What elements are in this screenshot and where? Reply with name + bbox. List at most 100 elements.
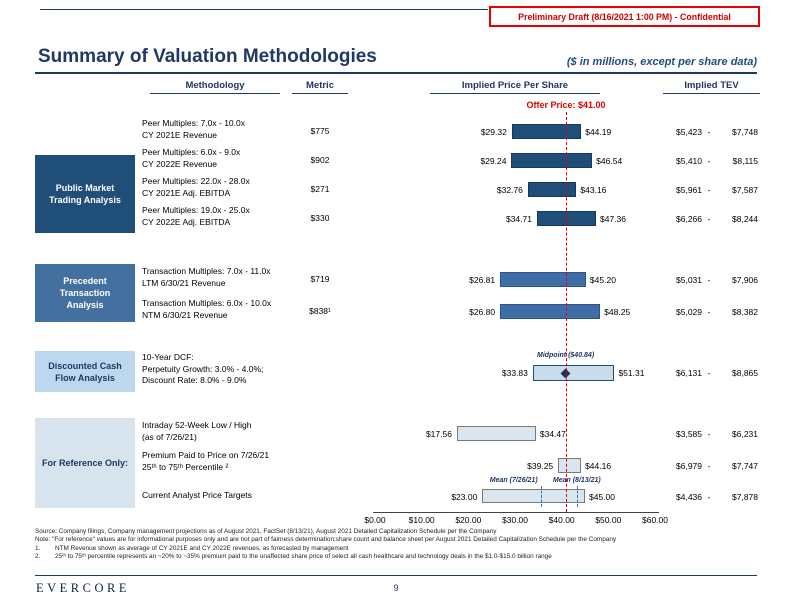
methodology-line: CY 2021E Revenue	[142, 129, 217, 140]
methodology-line: CY 2021E Adj. EBITDA	[142, 187, 231, 198]
tev-separator-5: -	[707, 307, 711, 317]
bar-low-label-8: $39.25	[527, 461, 554, 471]
mean-line-1	[576, 486, 578, 507]
bar-low-label-7: $17.56	[425, 429, 452, 439]
methodology-4: Transaction Multiples: 7.0x - 11.0x LTM 6…	[142, 266, 312, 289]
group-label-line: Analysis	[66, 300, 104, 310]
x-axis-tick-4: $40.00	[548, 515, 575, 525]
value-bar-0	[511, 124, 582, 139]
mean-label-0: Mean (7/26/21)	[489, 477, 538, 484]
group-label-dcf: Discounted Cash Flow Analysis	[35, 351, 135, 392]
tev-high-5: $8,382	[732, 307, 758, 317]
x-axis-tick-3: $30.00	[502, 515, 528, 525]
tev-low-5: $5,029	[676, 307, 702, 317]
tev-high-3: $8,244	[732, 214, 758, 224]
tev-low-4: $5,031	[676, 275, 702, 285]
methodology-line: LTM 6/30/21 Revenue	[142, 277, 226, 288]
group-label-line: Flow Analysis	[55, 372, 115, 383]
methodology-line: (as of 7/26/21)	[142, 431, 197, 442]
bar-low-label-0: $29.32	[480, 127, 507, 137]
group-label-line: Transaction	[59, 288, 111, 298]
methodology-0: Peer Multiples: 7.0x - 10.0x CY 2021E Rev…	[142, 118, 312, 141]
page-title: Summary of Valuation Methodologies	[38, 46, 377, 67]
methodology-7: Intraday 52-Week Low / High (as of 7/26/2…	[142, 420, 312, 443]
bar-low-label-5: $26.80	[469, 307, 496, 317]
metric-0: $775	[310, 126, 330, 136]
bar-high-label-9: $45.00	[589, 492, 615, 502]
bar-high-label-1: $46.54	[596, 156, 623, 166]
metric-5: $838¹	[309, 306, 331, 316]
bar-high-label-8: $44.16	[585, 461, 612, 471]
tev-separator-2: -	[707, 185, 711, 195]
bar-low-label-1: $29.24	[480, 156, 507, 166]
methodology-8: Premium Paid to Price on 7/26/21 25ᵗʰ to …	[142, 450, 312, 473]
column-header-metric: Metric	[292, 80, 348, 94]
footnote-number: 1.	[35, 544, 41, 552]
tev-high-6: $8,865	[732, 368, 758, 378]
value-bar-1	[511, 153, 593, 168]
mean-line-0	[540, 486, 542, 507]
methodology-line: Perpetuity Growth: 3.0% - 4.0%;	[142, 363, 264, 374]
tev-high-4: $7,906	[732, 275, 758, 285]
bar-low-label-6: $33.83	[501, 368, 528, 378]
tev-low-7: $3,585	[676, 429, 702, 439]
methodology-line: Transaction Multiples: 7.0x - 11.0x	[142, 266, 271, 276]
tev-separator-0: -	[707, 127, 711, 137]
methodology-line: Intraday 52-Week Low / High	[142, 420, 252, 430]
methodology-line: CY 2022E Revenue	[142, 158, 217, 169]
column-header-implied-tev: Implied TEV	[663, 80, 760, 94]
tev-low-0: $5,423	[676, 127, 702, 137]
tev-high-0: $7,748	[732, 127, 758, 137]
bar-low-label-2: $32.76	[496, 185, 523, 195]
value-bar-9	[482, 489, 585, 503]
footnote-number: 2.	[35, 552, 41, 560]
footnote-text: NTM Revenue shown as average of CY 2021E…	[55, 544, 349, 552]
column-header-implied-price: Implied Price Per Share	[430, 80, 600, 94]
title-rule	[35, 72, 757, 74]
tev-separator-4: -	[707, 275, 711, 285]
x-axis-tick-2: $20.00	[455, 515, 482, 525]
value-bar-6	[532, 365, 615, 381]
methodology-2: Peer Multiples: 22.0x - 28.0x CY 2021E Ad…	[142, 176, 312, 199]
page-number: 9	[393, 583, 399, 593]
footnote-2: 1. NTM Revenue shown as average of CY 202…	[35, 545, 759, 553]
value-bar-2	[527, 182, 577, 197]
footer-rule	[35, 575, 757, 576]
bar-high-label-4: $45.20	[589, 275, 616, 285]
x-axis-line	[373, 512, 659, 513]
footnote-1: Note: "For reference" values are for inf…	[35, 536, 759, 544]
bar-high-label-3: $47.36	[600, 214, 626, 224]
methodology-line: Current Analyst Price Targets	[142, 490, 252, 500]
bar-low-label-4: $26.81	[469, 275, 496, 285]
tev-high-9: $7,878	[732, 492, 758, 502]
bar-high-label-0: $44.19	[585, 127, 612, 137]
footnote-text: Source: Company filings, Company managem…	[35, 528, 497, 535]
tev-separator-6: -	[707, 368, 711, 378]
value-bar-4	[500, 272, 586, 287]
metric-4: $719	[310, 274, 330, 284]
mean-label-1: Mean (8/13/21)	[552, 477, 601, 484]
tev-low-2: $5,961	[676, 185, 702, 195]
methodology-6: 10-Year DCF: Perpetuity Growth: 3.0% - 4.…	[142, 352, 312, 387]
bar-high-label-5: $48.25	[604, 307, 631, 317]
bar-high-label-2: $43.16	[580, 185, 607, 195]
group-label-line: Discounted Cash	[48, 360, 122, 371]
group-label-line: For Reference Only:	[41, 458, 129, 468]
tev-low-3: $6,266	[676, 214, 702, 224]
value-bar-5	[500, 304, 601, 319]
value-bar-8	[558, 458, 582, 473]
methodology-line: Peer Multiples: 22.0x - 28.0x	[142, 176, 250, 186]
tev-separator-3: -	[707, 214, 711, 224]
footnote-3: 2. 25ᵗʰ to 75ᵗʰ percentile represents an …	[35, 553, 759, 561]
methodology-1: Peer Multiples: 6.0x - 9.0x CY 2022E Reve…	[142, 147, 312, 170]
methodology-line: NTM 6/30/21 Revenue	[142, 309, 228, 320]
methodology-line: Discount Rate: 8.0% - 9.0%	[142, 375, 247, 385]
offer-price-line	[566, 112, 567, 512]
metric-3: $330	[310, 213, 330, 223]
bar-low-label-3: $34.71	[505, 214, 532, 224]
x-axis-tick-1: $10.00	[408, 515, 435, 525]
group-label-public: Public Market Trading Analysis	[35, 155, 135, 233]
group-label-precedent: Precedent Transaction Analysis	[35, 264, 135, 322]
group-label-line: Public Market	[55, 183, 115, 193]
